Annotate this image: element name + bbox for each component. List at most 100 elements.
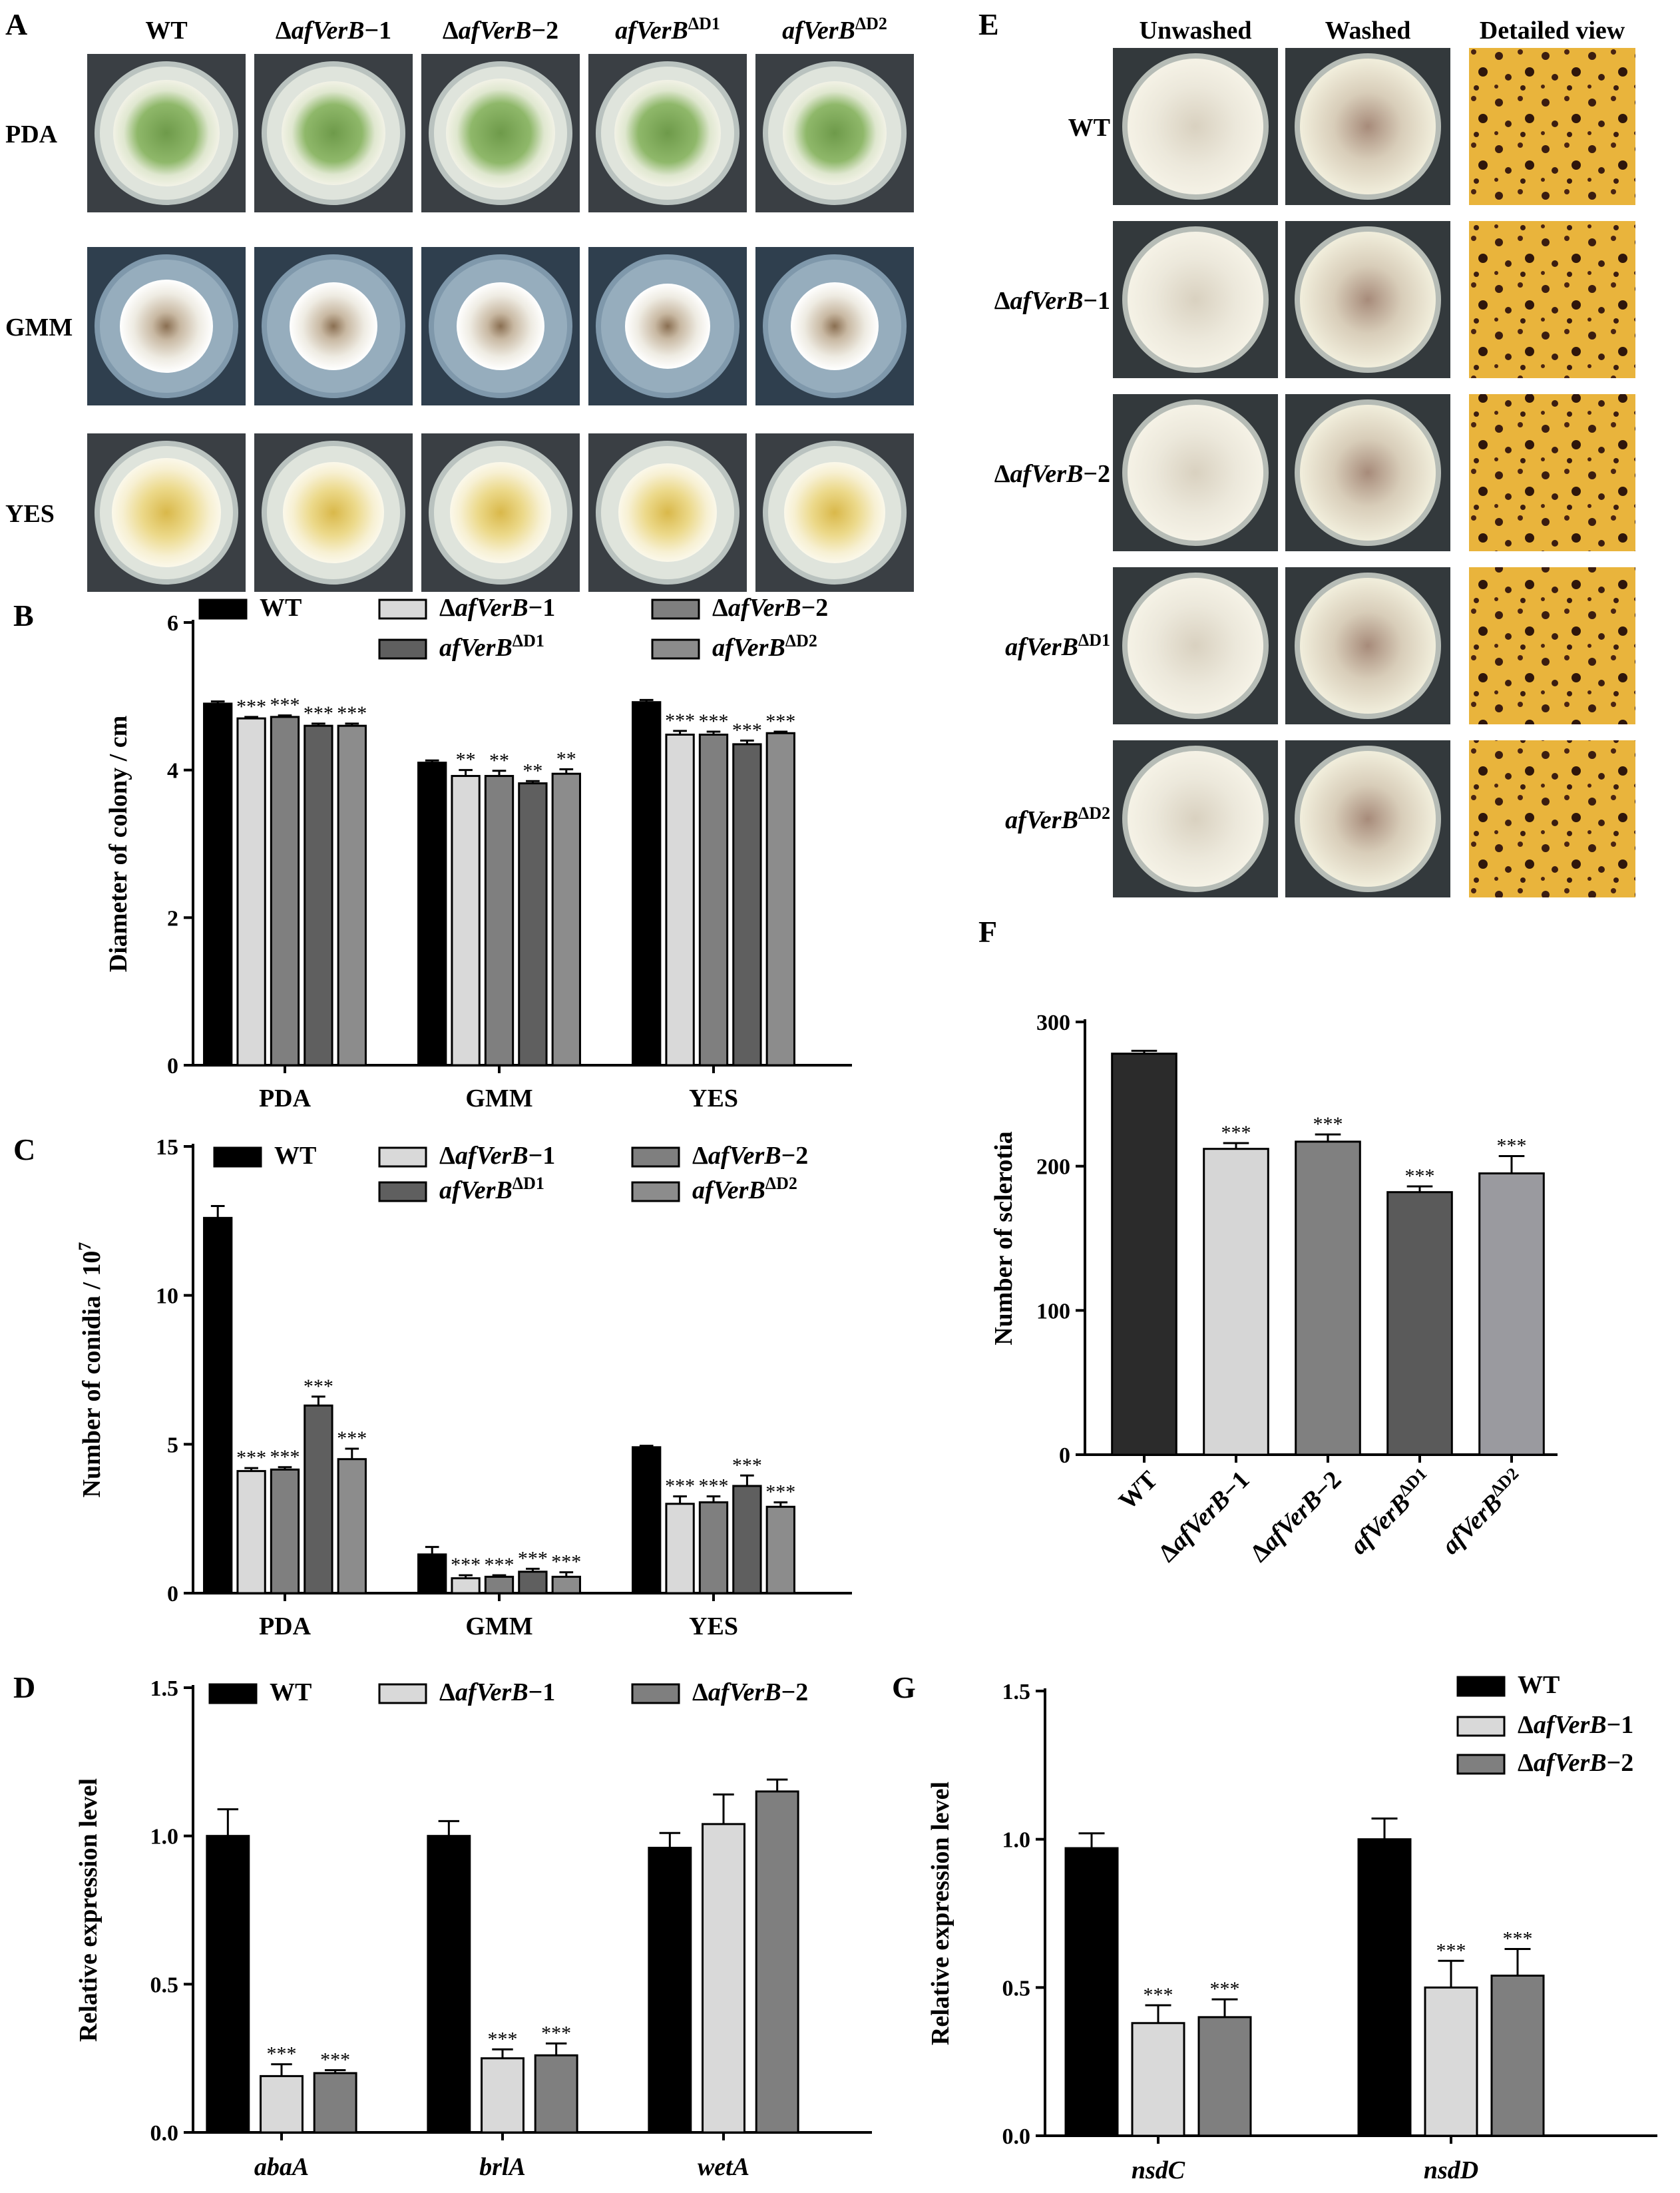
y-tick-label: 0.5	[1002, 1976, 1031, 2001]
bar-afverb-2-weta	[755, 1790, 799, 2134]
x-category-label-brla: brlA	[479, 2153, 526, 2181]
significance-label: **	[456, 749, 476, 771]
significance-label: ***	[732, 719, 762, 741]
bar-afverb-d2-yes	[765, 732, 795, 1067]
panel-letter-d: D	[13, 1670, 35, 1704]
bar-wt-nsdc	[1064, 1847, 1119, 2137]
fungal-colony	[1300, 59, 1436, 194]
washed-plate-photo	[1285, 567, 1450, 724]
y-tick-label: 15	[156, 1135, 178, 1160]
colony-plate-photo	[421, 433, 580, 592]
panel-letter-f: F	[978, 915, 997, 949]
fungal-colony	[282, 81, 385, 185]
legend-label-afverb-2: ΔafVerB−2	[712, 594, 828, 622]
legend-label-afverb-d2: afVerBΔD2	[692, 1174, 797, 1205]
bar-afverb-2-gmm	[484, 775, 515, 1067]
fungal-colony	[120, 280, 213, 373]
significance-label: ***	[699, 710, 729, 732]
panel-a-col-header-afverb-d1: afVerBΔD1	[615, 14, 720, 45]
bar-afverb-d1-pda	[304, 1404, 333, 1594]
chart-f: F 0 100 200 300 Number of sclerotia WT *** ΔafVe…	[978, 915, 1558, 1568]
panel-a-row-label-yes: YES	[5, 500, 55, 528]
legend-label-afverb-2: ΔafVerB−2	[692, 1142, 808, 1170]
bar-afverb-2-yes	[698, 733, 729, 1067]
washed-plate-photo	[1285, 394, 1450, 551]
significance-label: ***	[304, 702, 333, 724]
y-tick-label: 100	[1036, 1299, 1070, 1324]
significance-label: ***	[1405, 1165, 1435, 1187]
chart-d: D 0.0 0.5 1.0 1.5 Relative expression level **…	[13, 1670, 872, 2181]
colony-plate-photo	[254, 54, 413, 212]
fungal-colony	[1128, 751, 1263, 887]
panel-e-row-label-wt: WT	[1068, 114, 1110, 142]
panel-e-row-label-afverb-d1: afVerBΔD1	[1005, 630, 1110, 662]
legend-swatch	[1456, 1754, 1506, 1775]
sclerotia-detail-photo	[1469, 48, 1635, 205]
colony-plate-photo	[254, 247, 413, 405]
legend-swatch	[198, 599, 248, 620]
fungal-colony	[614, 80, 721, 186]
panel-letter-c: C	[13, 1132, 35, 1166]
bar-wt-gmm	[417, 762, 447, 1067]
panel-letter-b: B	[13, 599, 34, 632]
significance-label: ***	[765, 1481, 795, 1503]
colony-plate-photo	[755, 247, 914, 405]
fungal-colony	[457, 282, 544, 370]
significance-label: ***	[1313, 1113, 1343, 1135]
significance-label: ***	[270, 1446, 300, 1468]
chart-g: G 0.0 0.5 1.0 1.5 Relative expression level **…	[892, 1670, 1657, 2184]
significance-label: ***	[665, 710, 695, 732]
significance-label: ***	[451, 1554, 481, 1576]
y-tick-label: 0.5	[150, 1973, 179, 1997]
panel-a-col-header-afverb-d2: afVerBΔD2	[782, 14, 887, 45]
bar-afverb-d1-yes	[732, 743, 762, 1067]
fungal-colony	[1300, 751, 1436, 887]
panel-e-col-header-detailed-view: Detailed view	[1480, 17, 1625, 45]
fungal-colony	[446, 79, 555, 188]
unwashed-plate-photo	[1113, 567, 1278, 724]
x-category-label-afverb-2: ΔafVerB−2	[1245, 1466, 1347, 1568]
colony-plate-photo	[588, 433, 747, 592]
washed-plate-photo	[1285, 740, 1450, 897]
washed-plate-photo	[1285, 221, 1450, 378]
significance-label: ***	[551, 1551, 581, 1573]
bar-wt	[1111, 1053, 1177, 1456]
bar-afverb-2-nsdd	[1490, 1975, 1545, 2137]
bar-afverb-2-abaa	[313, 2072, 357, 2134]
significance-label: ***	[270, 694, 300, 716]
x-category-label-afverb-d1: afVerBΔD1	[1343, 1463, 1439, 1560]
bar-afverb-1-nsdc	[1131, 2022, 1185, 2137]
bar-afverb-1-yes	[665, 1503, 695, 1594]
legend-label-afverb-1: ΔafVerB−1	[439, 1678, 555, 1706]
y-tick-label: 1.5	[1002, 1680, 1031, 1704]
x-category-label-gmm: GMM	[465, 1085, 532, 1112]
bar-afverb-d1	[1386, 1191, 1453, 1456]
significance-label: ***	[236, 1447, 266, 1469]
colony-plate-photo	[87, 247, 246, 405]
x-category-label-yes: YES	[689, 1085, 738, 1112]
fungal-colony	[1128, 232, 1263, 367]
y-axis-title: Relative expression level	[75, 1778, 103, 2042]
colony-plate-photo	[254, 433, 413, 592]
bar-wt-brla	[427, 1835, 471, 2134]
bar-afverb-2-pda	[270, 716, 300, 1067]
panel-a-col-header-afverb-1: ΔafVerB−1	[276, 17, 391, 45]
legend-swatch	[378, 638, 427, 660]
legend-label-wt: WT	[1518, 1671, 1560, 1699]
y-tick-label: 4	[167, 759, 178, 784]
y-tick-label: 1.5	[150, 1676, 179, 1701]
significance-label: **	[523, 760, 542, 782]
x-category-label-afverb-d2: afVerBΔD2	[1434, 1463, 1531, 1560]
legend-label-wt: WT	[270, 1678, 312, 1706]
fungal-colony	[112, 458, 221, 567]
significance-label: ***	[699, 1475, 729, 1497]
bar-wt-pda	[203, 1216, 233, 1594]
significance-label: ***	[485, 1554, 515, 1576]
bar-afverb-1-brla	[481, 2057, 525, 2134]
legend-swatch	[378, 599, 427, 620]
y-tick-label: 10	[156, 1284, 178, 1309]
bar-wt-yes	[632, 1446, 662, 1594]
legend-label-afverb-1: ΔafVerB−1	[1518, 1711, 1633, 1739]
legend-label-wt: WT	[274, 1142, 316, 1170]
